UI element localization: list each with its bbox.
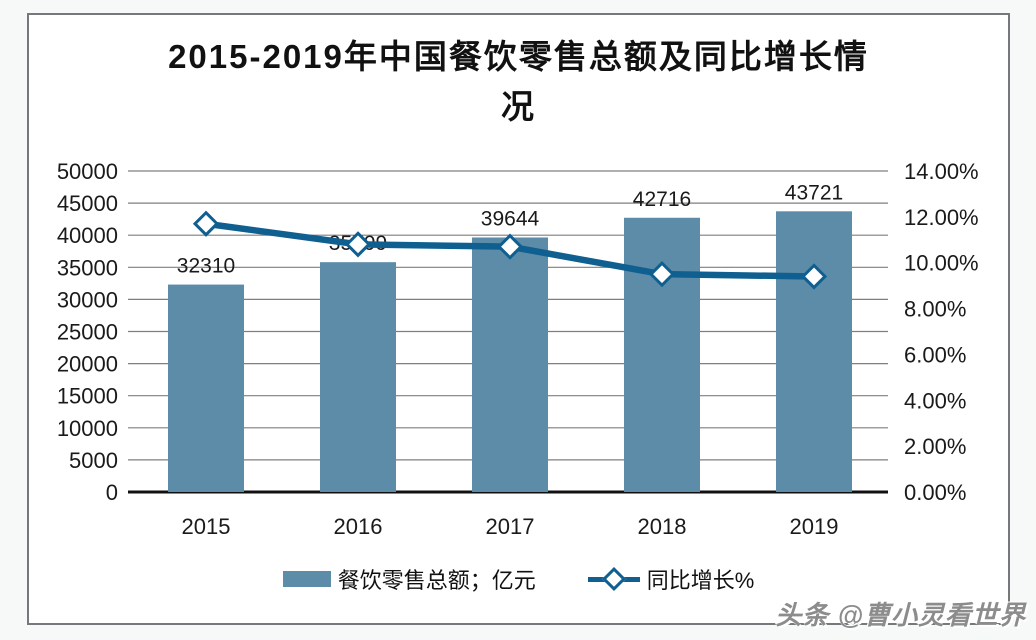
legend-line-marker-icon — [587, 566, 640, 592]
bar-2016 — [320, 262, 396, 492]
x-axis-label-2018: 2018 — [638, 514, 687, 539]
growth-marker-2018 — [648, 261, 676, 288]
growth-marker-2019 — [800, 263, 828, 290]
left-axis-tick-label: 35000 — [57, 255, 118, 280]
x-axis-label-2017: 2017 — [486, 514, 535, 539]
left-axis-tick-label: 5000 — [69, 448, 118, 473]
left-axis-tick-label: 50000 — [57, 159, 118, 184]
bar-value-label-2015: 32310 — [177, 255, 235, 278]
bar-2015 — [168, 284, 244, 492]
right-axis-tick-label: 6.00% — [904, 342, 966, 367]
legend-bar-label: 餐饮零售总额；亿元 — [337, 568, 536, 593]
legend-item-line: 同比增长% — [587, 563, 755, 595]
legend: 餐饮零售总额；亿元 同比增长% — [27, 563, 1010, 595]
right-axis-tick-label: 14.00% — [904, 159, 979, 184]
right-axis-tick-label: 4.00% — [904, 388, 966, 413]
right-axis-tick-label: 8.00% — [904, 297, 966, 322]
left-axis-tick-label: 25000 — [57, 320, 118, 345]
chart-title-line-1: 2015-2019年中国餐饮零售总额及同比增长情 — [168, 38, 869, 75]
chart-title: 2015-2019年中国餐饮零售总额及同比增长情 况 — [27, 32, 1010, 132]
right-axis-tick-label: 10.00% — [904, 251, 979, 276]
left-axis-tick-label: 10000 — [57, 416, 118, 441]
left-axis-tick-label: 0 — [106, 480, 118, 505]
legend-line-label: 同比增长% — [646, 568, 755, 593]
growth-marker-2016 — [344, 231, 372, 258]
x-axis-label-2015: 2015 — [182, 514, 231, 539]
watermark: 头条 @曹小灵看世界 — [775, 600, 1026, 630]
right-axis-tick-label: 2.00% — [904, 434, 966, 459]
growth-marker-2015 — [192, 210, 220, 237]
bar-2018 — [624, 217, 700, 492]
left-axis-tick-label: 30000 — [57, 287, 118, 312]
legend-diamond-icon — [601, 566, 626, 592]
left-axis-tick-label: 15000 — [57, 384, 118, 409]
bar-2019 — [776, 211, 852, 493]
chart-title-line-2: 况 — [501, 88, 536, 125]
legend-bar-swatch — [282, 571, 331, 587]
x-axis-label-2019: 2019 — [790, 514, 839, 539]
bar-value-label-2019: 43721 — [785, 181, 843, 204]
bar-value-label-2018: 42716 — [633, 188, 691, 211]
growth-marker-2017 — [496, 233, 524, 260]
left-axis-tick-label: 45000 — [57, 191, 118, 216]
left-axis-tick-label: 20000 — [57, 352, 118, 377]
right-axis-tick-label: 0.00% — [904, 480, 966, 505]
legend-item-bar: 餐饮零售总额；亿元 — [282, 563, 536, 595]
x-axis-label-2016: 2016 — [334, 514, 383, 539]
right-axis-tick-label: 12.00% — [904, 205, 979, 230]
bar-2017 — [472, 237, 548, 492]
bar-value-label-2017: 39644 — [481, 207, 540, 230]
left-axis-tick-label: 40000 — [57, 223, 118, 248]
